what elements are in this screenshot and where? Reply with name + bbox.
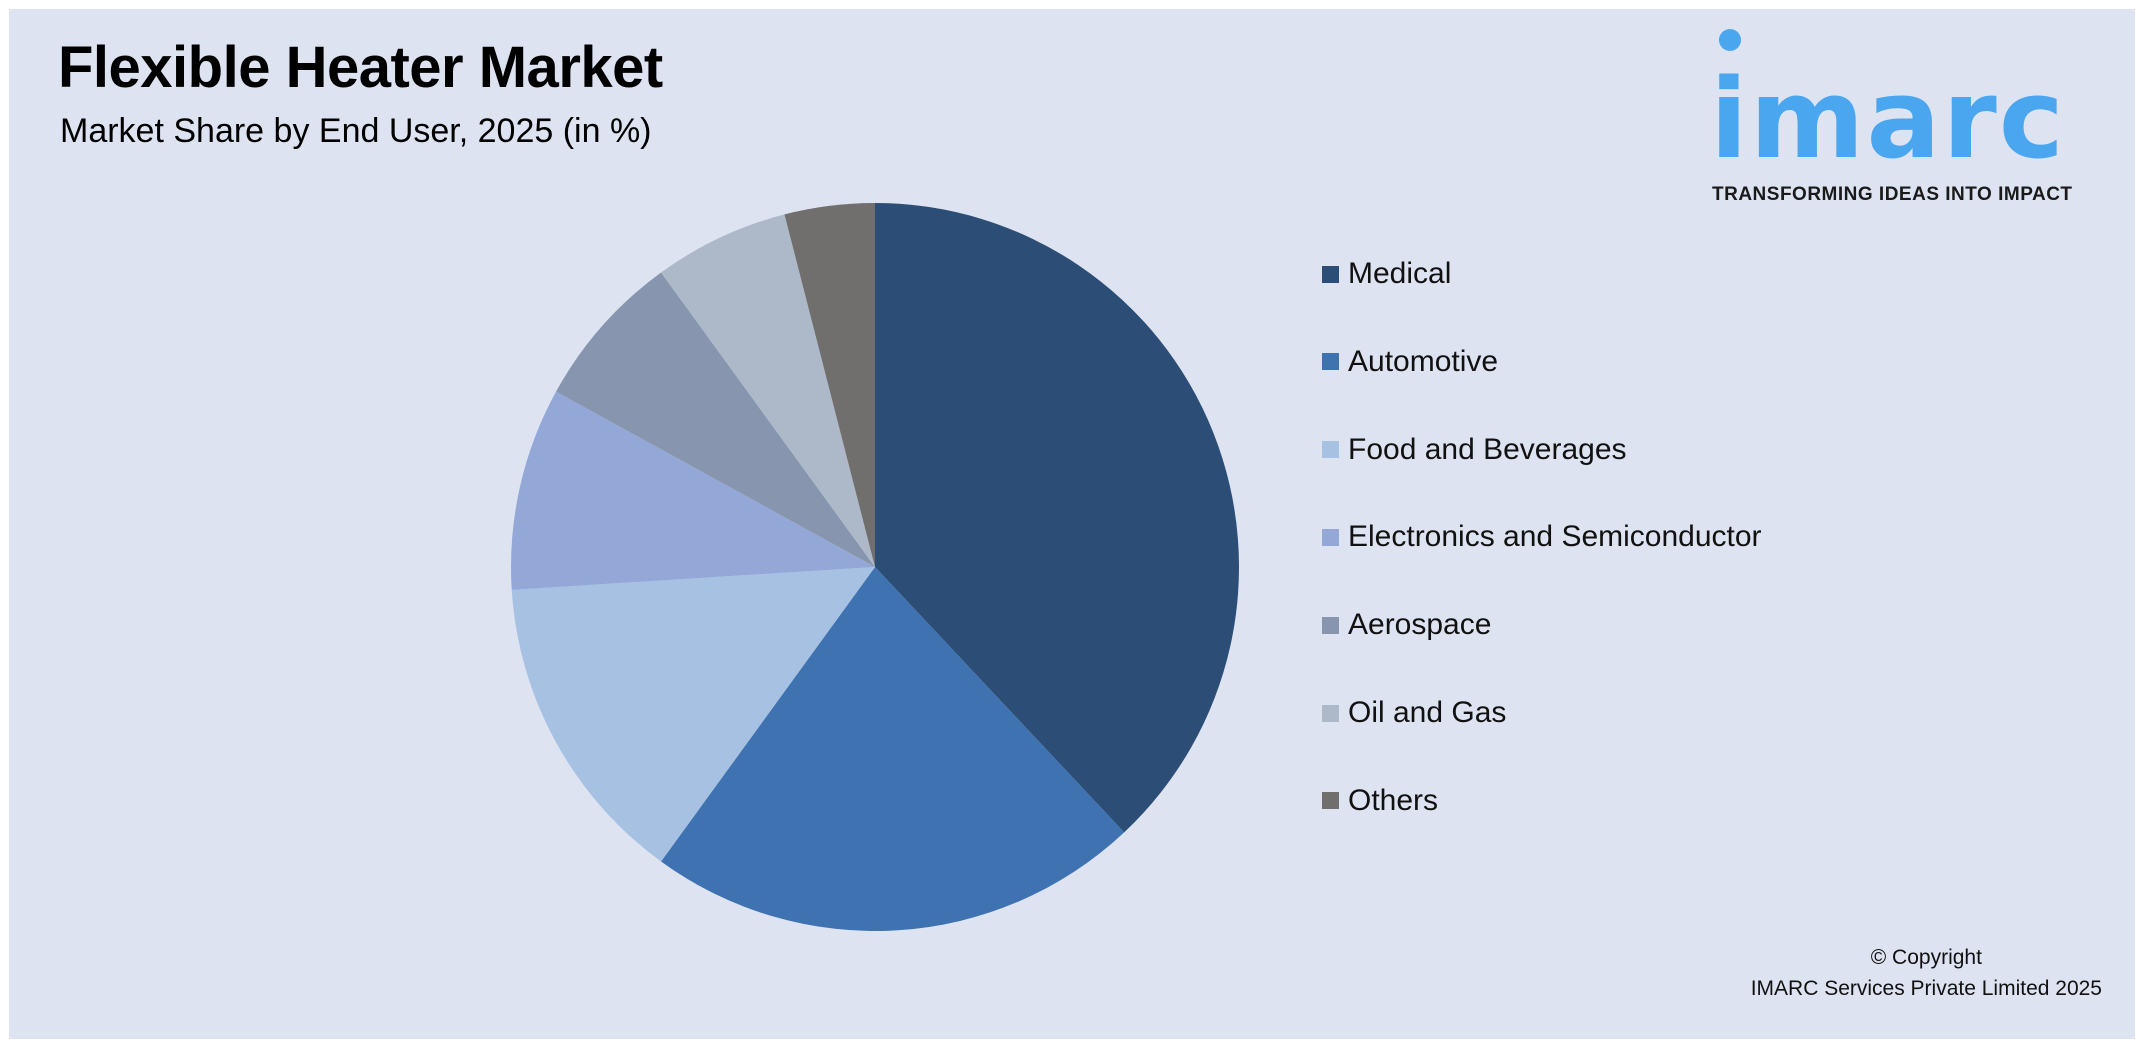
legend-item: Automotive <box>1322 342 1498 382</box>
legend-swatch <box>1322 704 1339 722</box>
logo-wordmark: imarc <box>1710 55 2067 183</box>
legend-item: Electronics and Semiconductor <box>1322 517 1762 557</box>
legend-swatch <box>1322 616 1339 634</box>
logo-dot-icon <box>1719 29 1741 51</box>
legend-label: Others <box>1348 783 1439 817</box>
legend-label: Medical <box>1348 257 1452 290</box>
pie-slice-others <box>784 203 875 567</box>
legend-label: Food and Beverages <box>1348 432 1627 466</box>
pie-slice-medical <box>875 203 1240 833</box>
pie-slice-food-and-beverages <box>511 567 875 862</box>
legend-swatch <box>1322 792 1339 810</box>
pie-slice-electronics-and-semiconductor <box>511 391 875 590</box>
imarc-logo: imarc TRANSFORMING IDEAS INTO IMPACT <box>1700 28 2130 218</box>
logo-tagline: TRANSFORMING IDEAS INTO IMPACT <box>1712 184 2073 205</box>
legend-swatch <box>1322 528 1339 546</box>
pie-slice-oil-and-gas <box>661 214 875 567</box>
legend-swatch <box>1322 353 1339 371</box>
legend-item: Others <box>1322 781 1438 821</box>
legend-label: Aerospace <box>1348 608 1492 642</box>
copyright-block: © Copyright IMARC Services Private Limit… <box>1751 942 2102 1004</box>
legend-label: Electronics and Semiconductor <box>1348 520 1762 554</box>
legend-item: Aerospace <box>1322 605 1491 645</box>
legend-item: Medical <box>1322 254 1451 294</box>
chart-subtitle: Market Share by End User, 2025 (in %) <box>60 112 652 150</box>
pie-slice-automotive <box>661 567 1125 931</box>
legend-item: Oil and Gas <box>1322 693 1506 733</box>
legend-swatch <box>1322 265 1339 283</box>
legend-label: Oil and Gas <box>1348 696 1507 729</box>
copyright-label: © Copyright <box>1870 946 1982 969</box>
legend-swatch <box>1322 441 1339 459</box>
pie-slice-aerospace <box>556 272 875 567</box>
chart-title: Flexible Heater Market <box>58 35 663 100</box>
copyright-company: IMARC Services Private Limited 2025 <box>1750 977 2102 1000</box>
legend-item: Food and Beverages <box>1322 430 1627 470</box>
legend-label: Automotive <box>1348 344 1499 378</box>
